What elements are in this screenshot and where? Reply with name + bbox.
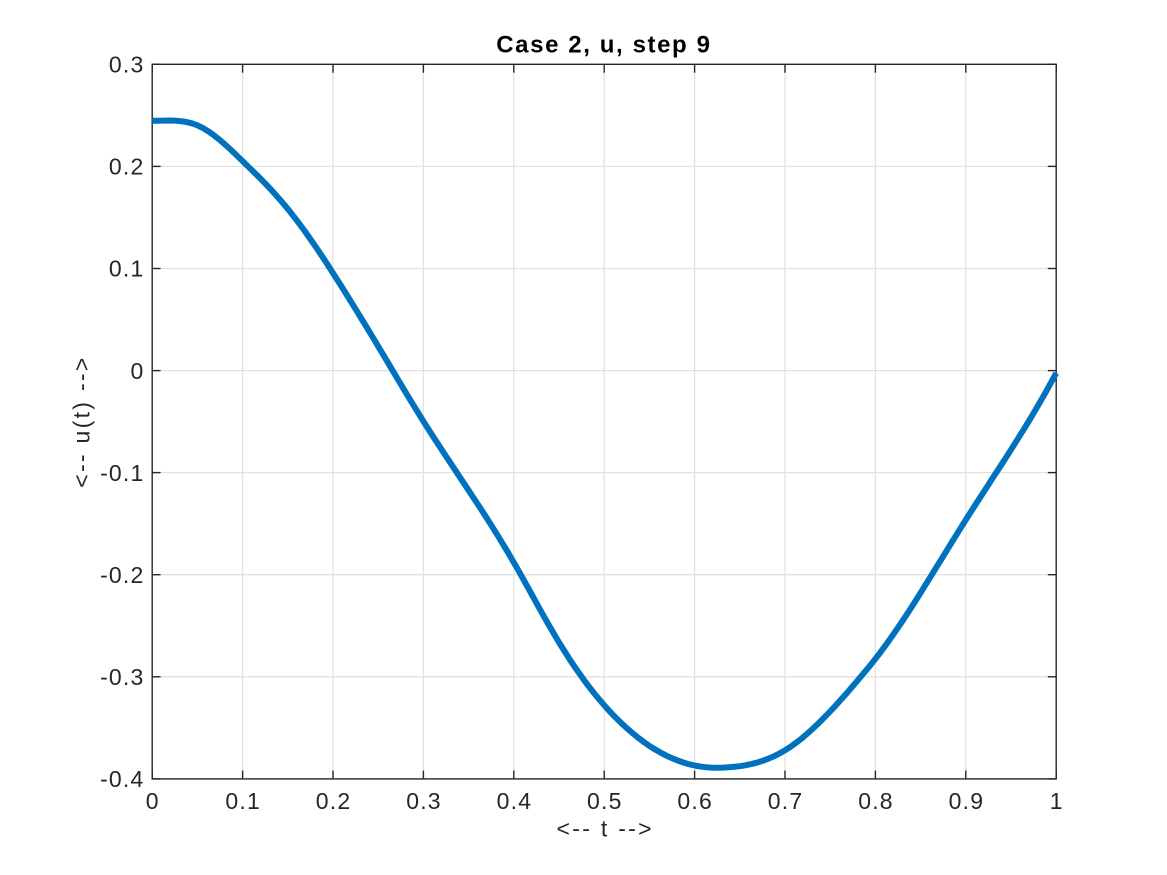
svg-text:1: 1 [1050,788,1064,814]
svg-text:0.8: 0.8 [858,788,894,814]
svg-text:0: 0 [131,358,145,384]
svg-text:0.4: 0.4 [497,788,533,814]
svg-text:-0.2: -0.2 [100,562,144,588]
svg-text:0.1: 0.1 [225,788,261,814]
svg-text:0.7: 0.7 [768,788,804,814]
svg-text:-0.4: -0.4 [100,766,144,792]
svg-text:0.2: 0.2 [316,788,352,814]
svg-text:0.3: 0.3 [406,788,442,814]
svg-text:0.1: 0.1 [109,256,145,282]
svg-text:0.6: 0.6 [677,788,713,814]
svg-text:<-- u(t) -->: <-- u(t) --> [68,355,94,487]
svg-text:<-- t -->: <-- t --> [557,816,654,842]
svg-text:-0.3: -0.3 [100,664,144,690]
svg-text:0.9: 0.9 [949,788,985,814]
svg-text:0.3: 0.3 [109,52,145,78]
svg-text:-0.1: -0.1 [100,460,144,486]
svg-text:Case 2, u, step 9: Case 2, u, step 9 [496,32,711,59]
svg-text:0.2: 0.2 [109,154,145,180]
svg-text:0.5: 0.5 [587,788,623,814]
svg-text:0: 0 [146,788,160,814]
